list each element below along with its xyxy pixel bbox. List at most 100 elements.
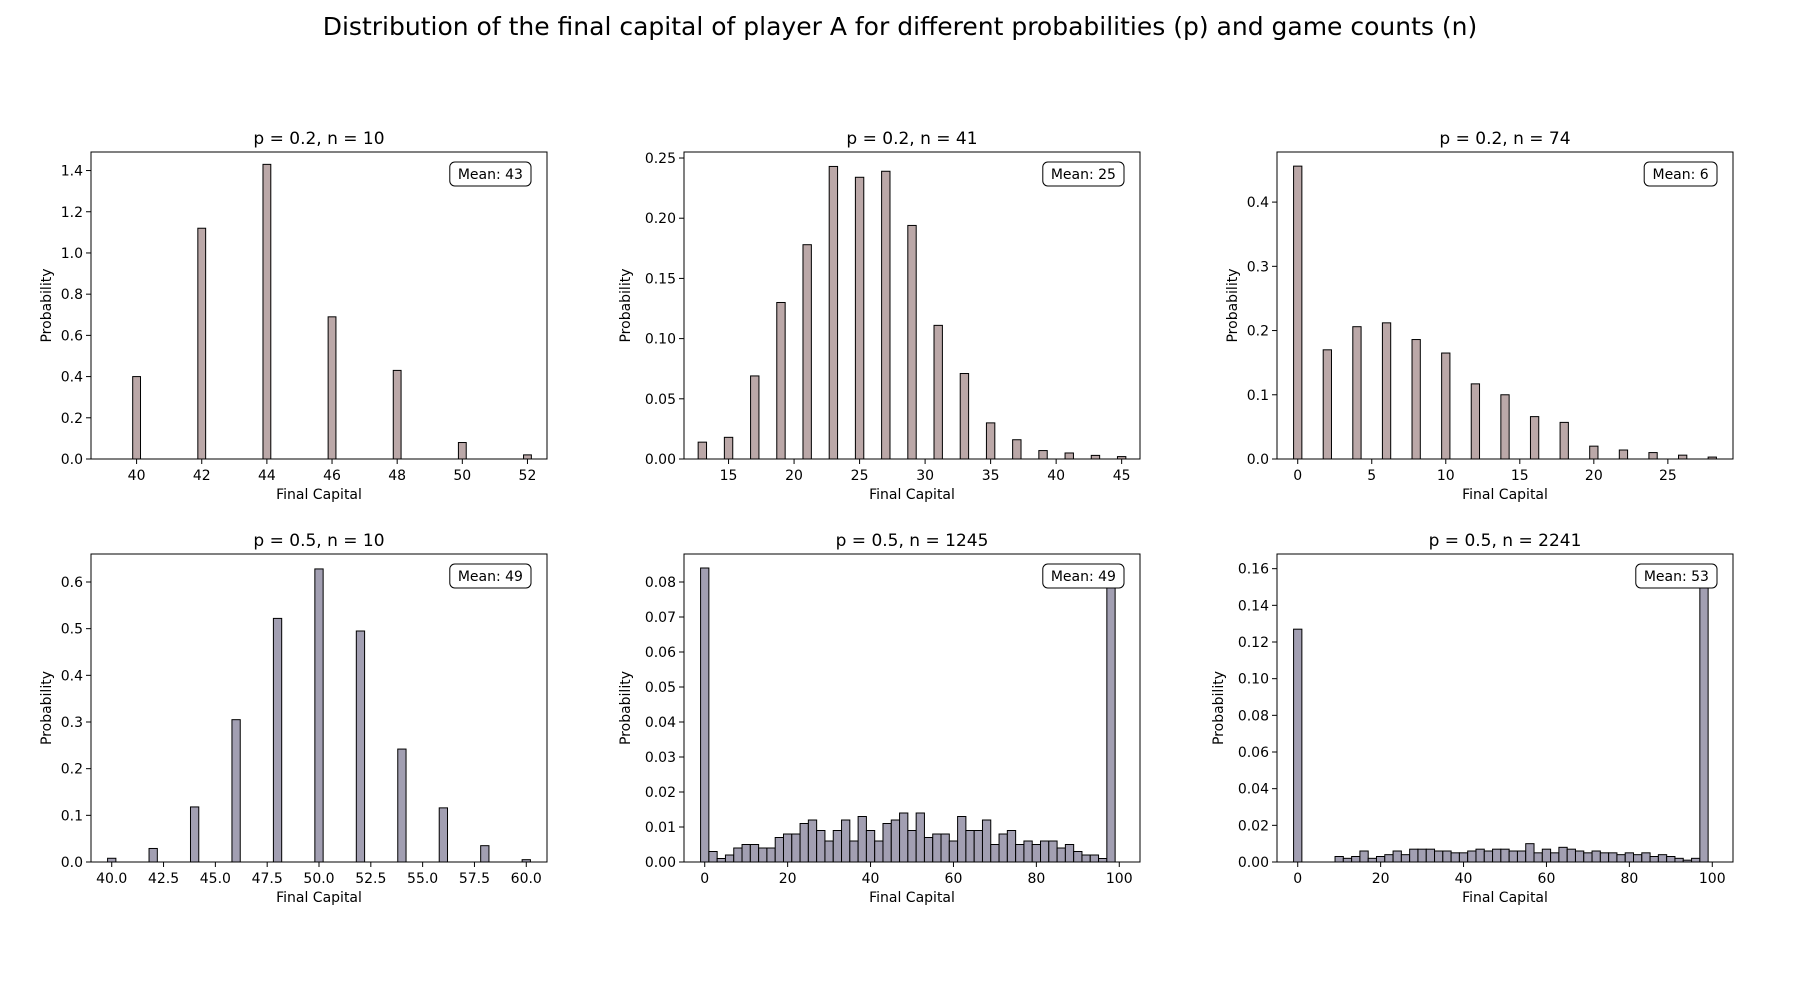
y-tick-label: 0.0 <box>61 855 83 871</box>
bar <box>272 617 283 862</box>
bar <box>857 816 867 862</box>
y-tick-label: 0.10 <box>645 332 676 348</box>
x-tick-label: 52.5 <box>355 871 386 887</box>
chart-title: p = 0.5, n = 2241 <box>1429 531 1582 551</box>
bar <box>1648 452 1658 459</box>
bars <box>1293 568 1709 862</box>
bar <box>1475 848 1485 862</box>
chart-panel-2: 15 20 25 30 35 40 45 0.00 0.05 0.10 0.15 0.20 0.25 p … <box>618 129 1141 503</box>
bar <box>1624 852 1635 862</box>
bar <box>932 833 942 862</box>
figure-title: Distribution of the final capital of pla… <box>322 12 1478 41</box>
bar <box>1367 857 1377 862</box>
y-tick-label: 0.25 <box>645 151 676 167</box>
bars <box>700 567 1116 862</box>
chart-panel-3: 0 5 10 15 20 25 0.0 0.1 0.2 0.3 0.4 p = 0.2, n = 74… <box>1225 129 1734 503</box>
chart-title: p = 0.5, n = 10 <box>253 531 384 551</box>
bar <box>1064 452 1074 459</box>
bar <box>1441 352 1451 459</box>
x-tick-label: 60.0 <box>511 871 542 887</box>
mean-annotation: Mean: 25 <box>1051 167 1116 183</box>
bar <box>1566 848 1576 862</box>
bar <box>457 442 467 459</box>
axes-frame <box>683 553 1141 863</box>
y-tick-label: 0.06 <box>645 645 676 661</box>
bar <box>882 823 892 862</box>
bar <box>990 844 1000 862</box>
bar <box>774 837 784 862</box>
y-tick-label: 0.0 <box>61 452 83 468</box>
bars <box>697 165 1127 459</box>
chart-title: p = 0.2, n = 41 <box>846 129 977 149</box>
bar <box>965 830 975 862</box>
x-tick-label: 80 <box>1620 871 1638 887</box>
y-tick-label: 1.0 <box>61 246 83 262</box>
mean-annotation-box <box>1635 563 1718 589</box>
bar <box>1470 383 1481 459</box>
x-tick-label: 42.5 <box>148 871 179 887</box>
bar <box>828 165 839 459</box>
bar <box>1616 854 1626 862</box>
bar <box>1351 856 1361 862</box>
y-tick-label: 0.07 <box>645 610 676 626</box>
x-tick-label: 0 <box>1293 871 1302 887</box>
bar <box>1359 850 1369 862</box>
bar <box>981 819 992 862</box>
x-tick-label: 40 <box>128 468 146 484</box>
y-tick-label: 0.08 <box>1238 708 1269 724</box>
bar <box>1608 852 1618 862</box>
y-axis-label: Probability <box>1225 268 1241 342</box>
bar <box>132 376 142 459</box>
bar <box>1707 456 1717 459</box>
bar <box>1381 322 1392 459</box>
bar <box>1417 848 1427 862</box>
bars <box>107 568 531 862</box>
bar <box>1098 858 1108 862</box>
bar <box>1666 856 1676 862</box>
y-tick-label: 0.14 <box>1238 598 1269 614</box>
bar <box>1073 851 1083 862</box>
y-axis-label: Probability <box>1211 671 1227 745</box>
bar <box>1633 854 1643 862</box>
y-tick-label: 0.01 <box>645 820 676 836</box>
x-tick-label: 40 <box>862 871 880 887</box>
bar <box>1589 445 1599 459</box>
y-tick-label: 0.02 <box>645 785 676 801</box>
y-tick-label: 0.3 <box>1247 259 1269 275</box>
bar <box>816 830 826 862</box>
bars <box>132 163 532 459</box>
y-tick-label: 1.2 <box>61 205 83 221</box>
bar <box>1550 852 1560 862</box>
bar <box>724 854 735 862</box>
x-tick-label: 40 <box>1455 871 1473 887</box>
y-tick-label: 0.00 <box>1238 855 1269 871</box>
y-tick-label: 0.15 <box>645 271 676 287</box>
bar <box>1599 852 1610 862</box>
x-tick-label: 40 <box>1047 468 1065 484</box>
bar <box>197 227 207 459</box>
x-tick-label: 20 <box>785 468 803 484</box>
bar <box>438 807 449 862</box>
x-tick-label: 20 <box>779 871 797 887</box>
bar <box>1492 848 1502 862</box>
y-tick-label: 0.05 <box>645 680 676 696</box>
bar <box>107 857 117 862</box>
mean-annotation: Mean: 49 <box>458 569 523 585</box>
x-tick-label: 50.0 <box>303 871 334 887</box>
x-tick-label: 15 <box>1511 468 1529 484</box>
bar <box>1081 854 1091 862</box>
bar <box>1500 848 1510 862</box>
bar <box>841 819 851 862</box>
mean-annotation: Mean: 43 <box>458 167 523 183</box>
bar <box>231 719 241 862</box>
chart-title: p = 0.2, n = 74 <box>1439 129 1570 149</box>
bar <box>1434 850 1444 862</box>
y-axis-label: Probability <box>39 268 55 342</box>
bar <box>1375 856 1386 862</box>
bar <box>807 819 818 862</box>
y-tick-label: 0.4 <box>1247 195 1269 211</box>
bar <box>723 436 734 459</box>
bar <box>791 833 801 862</box>
mean-annotation: Mean: 49 <box>1051 569 1116 585</box>
bar <box>1089 854 1100 862</box>
